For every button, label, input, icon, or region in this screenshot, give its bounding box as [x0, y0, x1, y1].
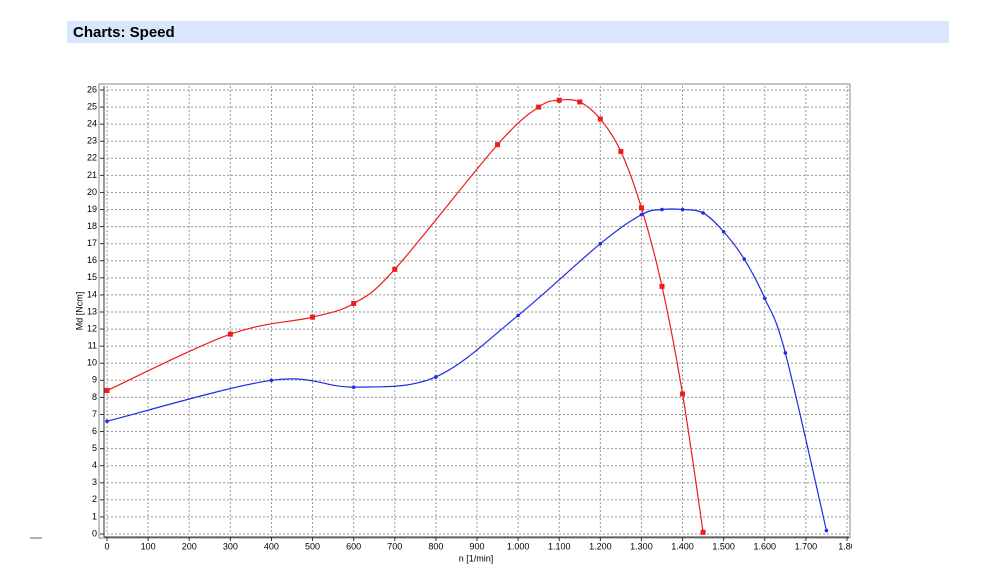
point: [762, 296, 767, 301]
y-tick-label: 24: [87, 119, 97, 129]
point: [824, 528, 829, 533]
x-tick-label: 0: [104, 541, 109, 551]
point: [392, 266, 398, 272]
point: [680, 207, 685, 212]
y-tick-label: 10: [87, 358, 97, 368]
point: [556, 97, 562, 103]
y-tick-label: 26: [87, 84, 97, 94]
y-tick-label: 12: [87, 323, 97, 333]
point: [638, 205, 644, 211]
point: [639, 212, 644, 217]
point: [577, 99, 583, 105]
y-tick-label: 3: [92, 477, 97, 487]
point: [598, 241, 603, 246]
y-tick-label: 18: [87, 221, 97, 231]
y-tick-label: 6: [92, 426, 97, 436]
y-tick-label: 14: [87, 289, 97, 299]
point: [434, 375, 438, 379]
plot-frame: [98, 83, 851, 539]
x-tick-label: 500: [305, 541, 320, 551]
header-bar: Charts: Speed: [67, 21, 949, 43]
point: [701, 211, 705, 215]
y-tick-label: 4: [92, 460, 97, 470]
point: [659, 283, 665, 289]
y-tick-label: 16: [87, 255, 97, 265]
point: [227, 331, 233, 337]
x-tick-label: 1.600: [754, 541, 777, 551]
point: [536, 104, 542, 110]
x-tick-label: 1.100: [548, 541, 571, 551]
x-tick-label: 800: [428, 541, 443, 551]
point: [742, 257, 747, 261]
point: [660, 207, 664, 212]
header-title: Charts: Speed: [73, 24, 175, 41]
point: [104, 388, 110, 394]
x-tick-label: 300: [223, 541, 238, 551]
x-tick-label: 100: [141, 541, 156, 551]
point: [680, 391, 686, 397]
y-tick-label: 0: [92, 528, 97, 538]
x-tick-label: 600: [346, 541, 361, 551]
point: [105, 419, 109, 424]
y-tick-label: 8: [92, 392, 97, 402]
x-tick-label: 1.700: [795, 541, 818, 551]
y-tick-label: 15: [87, 272, 97, 282]
y-tick-label: 1: [92, 511, 97, 521]
point: [495, 142, 501, 148]
point: [618, 148, 624, 154]
y-tick-label: 20: [87, 187, 97, 197]
x-tick-label: 400: [264, 541, 279, 551]
point: [700, 529, 706, 535]
point: [310, 314, 316, 320]
y-tick-label: 11: [88, 341, 97, 351]
y-tick-label: 19: [87, 204, 97, 214]
point: [269, 378, 274, 383]
y-tick-label: 9: [92, 375, 97, 385]
y-tick-label: 13: [87, 306, 97, 316]
y-tick-label: 5: [92, 443, 97, 453]
x-tick-label: 1.300: [630, 541, 653, 551]
x-tick-label: 1.80: [838, 541, 856, 551]
x-tick-label: 1.000: [507, 541, 530, 551]
x-tick-label: 900: [469, 541, 484, 551]
y-tick-label: 22: [87, 153, 97, 163]
x-tick-label: 200: [182, 541, 197, 551]
point: [516, 313, 520, 318]
point: [351, 385, 356, 389]
x-tick-label: 1.500: [712, 541, 735, 551]
point: [351, 300, 357, 306]
x-tick-label: 1.400: [671, 541, 694, 551]
y-tick-label: 17: [87, 238, 97, 248]
y-tick-label: 7: [92, 409, 97, 419]
x-tick-label: 1.200: [589, 541, 612, 551]
y-tick-label: 25: [87, 101, 97, 111]
y-tick-label: 21: [87, 170, 97, 180]
point: [721, 229, 726, 234]
y-axis-label: Md [Ncm]: [74, 292, 84, 331]
point: [783, 351, 788, 355]
point: [597, 116, 603, 122]
y-tick-label: 23: [87, 136, 97, 146]
x-axis-label: n [1/min]: [459, 553, 494, 563]
y-tick-label: 2: [92, 494, 97, 504]
x-tick-label: 700: [387, 541, 402, 551]
